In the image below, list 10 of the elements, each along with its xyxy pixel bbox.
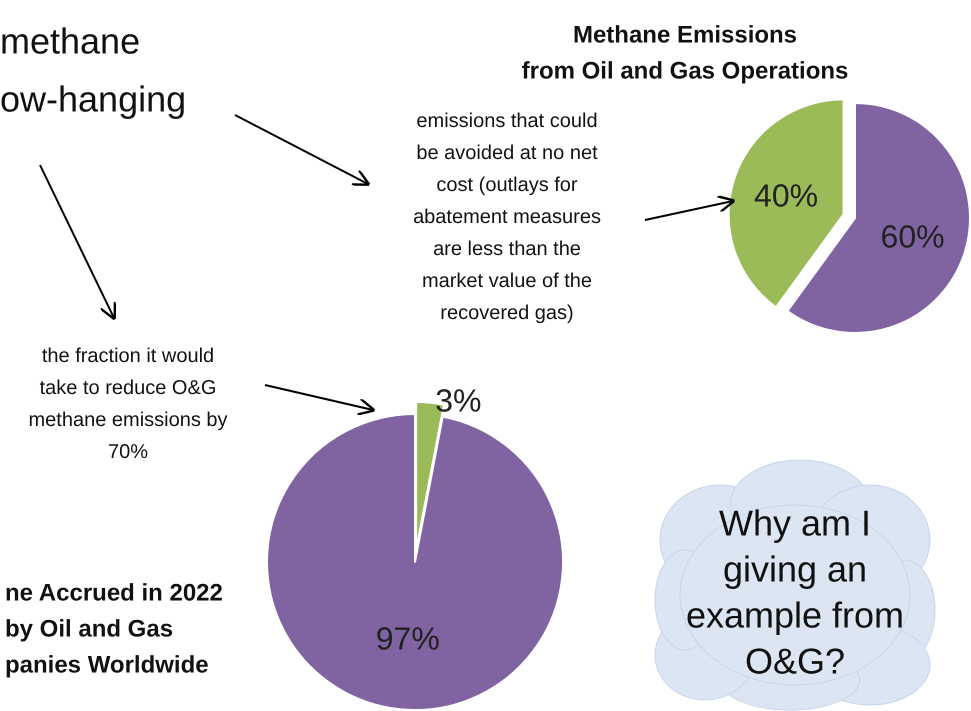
- data-label: 40%: [754, 178, 818, 214]
- text: ne Accrued in 2022 by Oil and Gas panies Worldwide: [5, 580, 223, 678]
- data-label: 60%: [880, 218, 945, 255]
- text: emissions that could be avoided at no net cost (outlays for abatement measures are less than the market value of the recovered gas): [413, 110, 601, 324]
- text: methane ow-hanging: [0, 20, 186, 120]
- data-label: 97%: [376, 620, 440, 657]
- text: the fraction it would take to reduce O&G methane emissions by 70%: [28, 345, 228, 463]
- chart-title: Methane Emissions from Oil and Gas Operations: [522, 22, 848, 84]
- data-label: 3%: [435, 382, 482, 419]
- text: Why am I giving an example from O&G?: [686, 502, 904, 682]
